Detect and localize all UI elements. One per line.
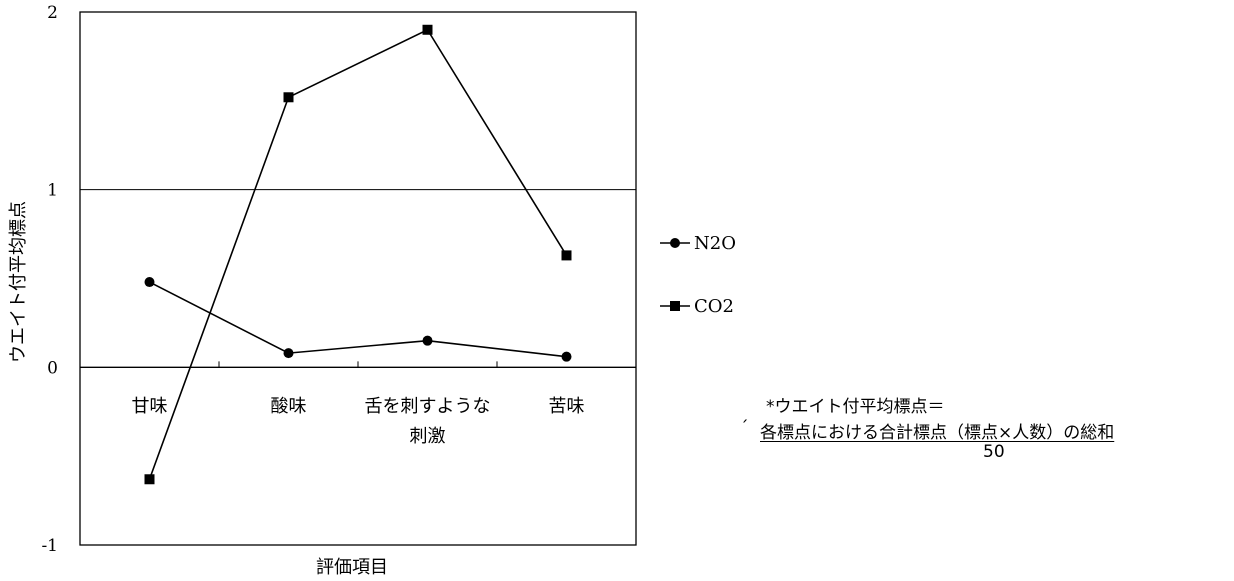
series-line-n2o	[149, 281, 567, 358]
data-point-co2	[422, 24, 433, 35]
y-tick-labels: -1 0 1 2	[41, 3, 58, 556]
data-point-co2	[144, 474, 155, 485]
category-label: 苦味	[549, 396, 585, 417]
legend-label: CO2	[694, 296, 734, 317]
series-lines	[144, 24, 572, 485]
data-point-co2	[561, 250, 572, 261]
y-tick-label: 2	[47, 3, 58, 23]
plot-area-border	[79, 11, 637, 546]
y-tick-label: -1	[41, 536, 58, 556]
data-point-n2o	[283, 348, 294, 359]
legend-marker-square	[670, 301, 680, 311]
data-point-n2o	[144, 277, 155, 288]
formula-numerator: 各標点における合計標点（標点×人数）の総和	[760, 423, 1115, 443]
formula-tick-mark: ˊ	[740, 418, 749, 438]
category-label: 酸味	[271, 396, 307, 417]
category-label: 舌を刺すような刺激	[365, 396, 491, 447]
formula-title: *ウエイト付平均標点＝	[766, 397, 945, 417]
x-axis-title: 評価項目	[316, 557, 388, 578]
data-point-co2	[283, 92, 294, 103]
y-axis-title: ウエイト付平均標点	[8, 201, 29, 363]
data-point-n2o	[422, 335, 433, 346]
y-tick-label: 1	[47, 181, 58, 201]
category-label: 甘味	[132, 396, 168, 417]
category-labels: 甘味 酸味 舌を刺すような刺激 苦味	[132, 396, 585, 447]
y-tick-label: 0	[47, 358, 58, 378]
legend-marker-circle	[670, 238, 680, 248]
formula-denominator: 50	[983, 442, 1005, 462]
x-tick-marks	[80, 361, 636, 368]
plot-frame	[79, 11, 637, 546]
legend: N2O CO2	[660, 233, 736, 317]
data-point-n2o	[561, 351, 572, 362]
legend-label: N2O	[694, 233, 736, 254]
series-line-co2	[148, 28, 568, 480]
gridlines	[80, 11, 636, 191]
